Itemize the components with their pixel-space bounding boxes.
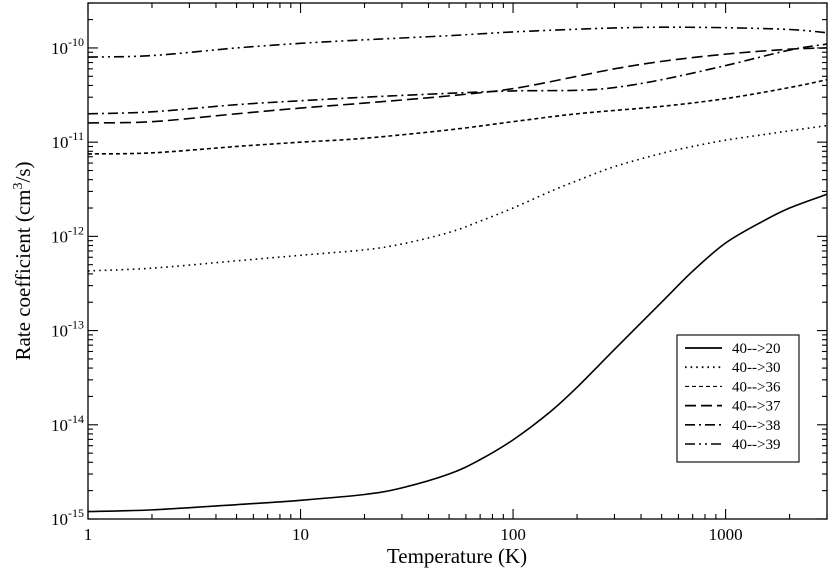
- series-line-1: [87, 193, 828, 513]
- y-tick-label: 10-14: [51, 412, 84, 435]
- y-axis-title-tail: /s): [11, 161, 35, 182]
- series-line-4: [87, 47, 828, 124]
- x-tick-label: 1: [84, 525, 93, 544]
- y-axis-title-main: Rate coefficient (cm: [11, 189, 35, 360]
- y-tick-label: 10-12: [51, 223, 84, 246]
- y-tick-label: 10-10: [51, 35, 84, 58]
- y-axis-title: Rate coefficient (cm3/s): [11, 161, 35, 360]
- series-line-3: [87, 78, 828, 155]
- legend: 40-->20 40-->30 40-->36 40-->37 40-->38 40-->…: [676, 334, 800, 463]
- legend-items: 40-->20 40-->30 40-->36 40-->37 40-->38 40-->…: [685, 341, 781, 453]
- series-line-2: [87, 124, 828, 272]
- y-axis-ticks: 10-15 10-14 10-13 10-12 10-11 10-10: [51, 2, 827, 529]
- legend-label: 40-->39: [732, 437, 780, 453]
- legend-label: 40-->20: [732, 341, 780, 357]
- x-tick-label: 1000: [709, 525, 743, 544]
- y-axis-title-superscript: 3: [11, 182, 26, 189]
- y-tick-label: 10-13: [51, 318, 84, 341]
- legend-label: 40-->38: [732, 418, 780, 434]
- plot-frame: [87, 2, 828, 520]
- legend-box: [676, 334, 800, 463]
- legend-label: 40-->30: [732, 360, 780, 376]
- series-lines: [87, 26, 828, 513]
- legend-label: 40-->37: [732, 399, 781, 415]
- y-tick-label: 10-15: [51, 506, 84, 529]
- series-line-6: [87, 26, 828, 58]
- y-tick-label: 10-11: [51, 129, 84, 152]
- x-axis-title: Temperature (K): [387, 544, 527, 568]
- x-tick-label: 100: [500, 525, 526, 544]
- series-line-5: [87, 43, 828, 115]
- legend-label: 40-->36: [732, 379, 781, 395]
- x-axis-ticks: 1 10 100 1000: [84, 3, 828, 544]
- x-tick-label: 10: [292, 525, 309, 544]
